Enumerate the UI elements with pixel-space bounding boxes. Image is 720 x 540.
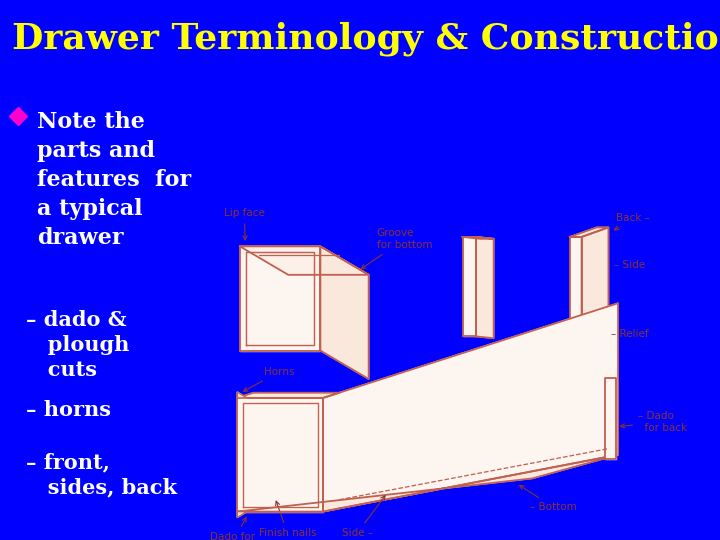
Polygon shape <box>238 393 339 398</box>
Text: – Bottom: – Bottom <box>520 485 576 512</box>
Text: Horns: Horns <box>243 367 294 392</box>
Text: Side –: Side – <box>342 496 385 538</box>
Text: – front,
   sides, back: – front, sides, back <box>26 453 176 497</box>
Polygon shape <box>582 227 608 322</box>
Text: Dado for
bottom: Dado for bottom <box>210 517 256 540</box>
Text: Back –: Back – <box>614 213 650 230</box>
Text: Groove
for bottom: Groove for bottom <box>361 228 432 269</box>
Text: Finish nails: Finish nails <box>258 501 316 538</box>
Polygon shape <box>320 246 369 379</box>
Polygon shape <box>240 246 369 275</box>
Polygon shape <box>476 237 494 338</box>
Polygon shape <box>462 237 494 239</box>
Polygon shape <box>240 246 320 350</box>
Polygon shape <box>570 237 582 322</box>
Text: – Relief: – Relief <box>611 329 649 339</box>
Text: Note the
parts and
features  for
a typical
drawer: Note the parts and features for a typica… <box>37 111 191 248</box>
Text: – Dado
  for back: – Dado for back <box>621 411 687 433</box>
Text: – Side: – Side <box>613 260 645 271</box>
Polygon shape <box>605 377 616 460</box>
Polygon shape <box>238 455 618 511</box>
Polygon shape <box>238 392 247 398</box>
Text: – dado &
   plough
   cuts: – dado & plough cuts <box>26 310 129 380</box>
Text: Lip face: Lip face <box>224 208 265 240</box>
Polygon shape <box>462 237 476 336</box>
Polygon shape <box>323 303 618 511</box>
Text: Drawer Terminology & Construction: Drawer Terminology & Construction <box>12 21 720 56</box>
Polygon shape <box>570 227 608 237</box>
Polygon shape <box>238 511 247 517</box>
Text: – horns: – horns <box>26 400 111 420</box>
Polygon shape <box>238 398 323 511</box>
